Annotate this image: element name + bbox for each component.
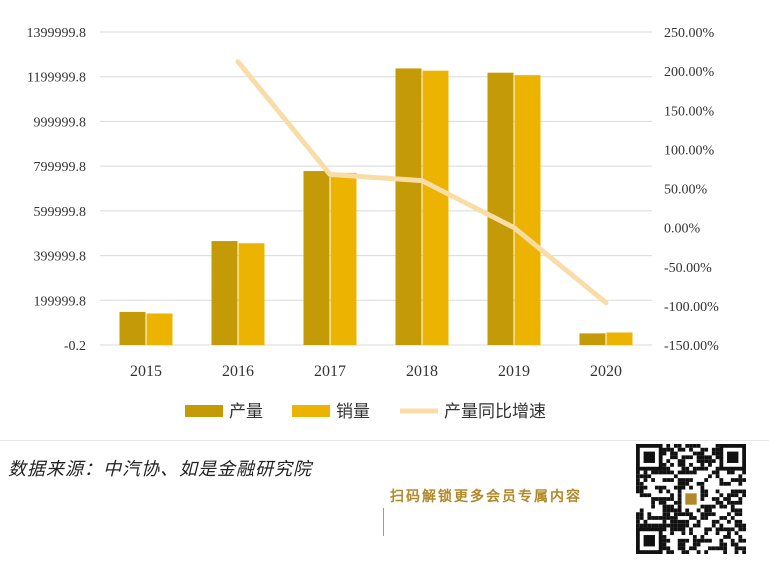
line-point-2016 [237,61,239,63]
y-right-tick-label: 0.00% [664,222,701,237]
x-tick-label: 2017 [314,363,346,380]
bar-销量-2016 [238,243,265,345]
y-left-tick-label: -0.2 [64,339,86,354]
y-right-tick-label: 150.00% [664,104,715,119]
legend-swatch-销量 [292,405,330,417]
y-left-tick-label: 799999.8 [34,160,87,175]
line-point-2018 [421,180,423,182]
line-point-2019 [513,227,515,229]
bar-销量-2015 [146,313,173,345]
bar-销量-2019 [514,75,541,345]
y-right-tick-label: 100.00% [664,143,715,158]
qr-code-icon[interactable] [636,444,746,554]
y-right-tick-label: 50.00% [664,183,708,198]
y-left-tick-label: 1199999.8 [27,71,86,86]
line-point-2020 [605,302,607,304]
x-tick-label: 2020 [590,363,622,380]
bar-销量-2020 [606,332,633,345]
y-right-tick-label: -150.00% [664,339,719,354]
legend-label-产量: 产量 [229,402,263,422]
promo-text: 扫码解锁更多会员专属内容 [390,489,582,505]
legend-label-产量同比增速: 产量同比增速 [444,402,546,422]
legend-label-销量: 销量 [336,402,370,422]
bar-销量-2018 [422,70,449,345]
y-right-tick-label: -100.00% [664,300,719,315]
y-right-tick-label: 200.00% [664,65,715,80]
data-source-note: 数据来源：中汽协、如是金融研究院 [8,459,312,480]
y-left-tick-label: 1399999.8 [27,26,87,41]
combo-chart: 1399999.8 1199999.8 999999.8 799999.8 599999… [27,26,720,422]
bar-产量-2019 [487,72,514,345]
bar-产量-2017 [303,171,330,345]
y-left-tick-label: 999999.8 [34,115,87,130]
bar-产量-2018 [395,68,422,345]
bar-产量-2015 [119,311,146,345]
line-point-2017 [329,173,331,175]
legend-swatch-产量 [185,405,223,417]
y-left-tick-label: 399999.8 [34,250,87,265]
x-tick-label: 2015 [130,363,162,380]
x-tick-label: 2018 [406,363,438,380]
bar-产量-2016 [211,241,238,345]
y-left-tick-label: 599999.8 [34,205,87,220]
line-产量同比增速 [235,59,609,306]
x-tick-label: 2016 [222,363,254,380]
y-right-tick-label: 250.00% [664,26,715,41]
y-right-tick-label: -50.00% [664,261,712,276]
chart-area: 1399999.8 1199999.8 999999.8 799999.8 599999… [0,26,769,441]
divider [383,508,384,536]
y-left-tick-label: 199999.8 [34,294,87,309]
x-tick-label: 2019 [498,363,530,380]
bar-产量-2020 [579,333,606,345]
bar-销量-2017 [330,172,357,345]
